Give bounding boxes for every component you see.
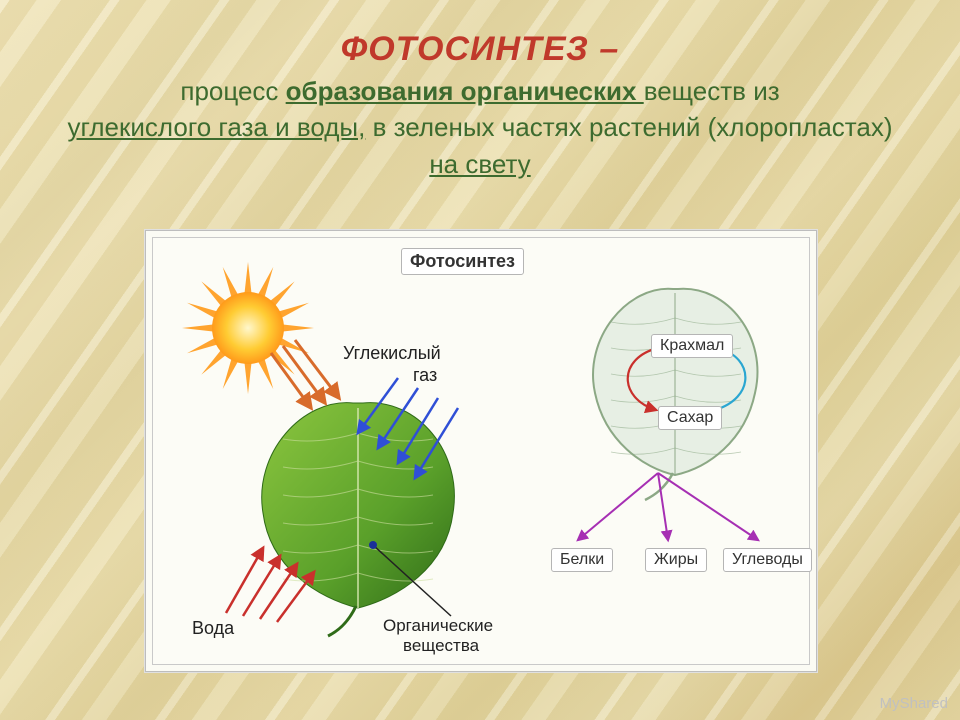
watermark: MyShared xyxy=(880,695,948,712)
title-block: ФОТОСИНТЕЗ – процесс образования органич… xyxy=(0,30,960,182)
diagram-inner: Фотосинтез Углекислыйгаз Вода Органическиев… xyxy=(152,237,810,665)
title-word: ФОТОСИНТЕЗ xyxy=(341,30,589,68)
def-part: в зеленых частях растений (хлоропластах) xyxy=(365,112,892,142)
label-fats: Жиры xyxy=(645,548,707,572)
label-carbs: Углеводы xyxy=(723,548,812,572)
def-underline-1: образования органических xyxy=(286,76,644,106)
diagram-panel: Фотосинтез Углекислыйгаз Вода Органическиев… xyxy=(145,230,817,672)
def-part: процесс xyxy=(180,76,285,106)
label-organic1: Органические xyxy=(383,616,493,636)
heading-line: ФОТОСИНТЕЗ – xyxy=(60,30,900,69)
label-proteins: Белки xyxy=(551,548,613,572)
label-water: Вода xyxy=(192,618,234,639)
label-co2_l2: газ xyxy=(413,365,437,386)
def-part: веществ из xyxy=(644,76,780,106)
def-underline-3: на свету xyxy=(429,149,530,179)
label-organic2: вещества xyxy=(403,636,479,656)
label-header: Фотосинтез xyxy=(401,248,524,275)
slide: ФОТОСИНТЕЗ – процесс образования органич… xyxy=(0,0,960,720)
def-underline-2: углекислого газа и воды, xyxy=(67,112,365,142)
title-dash: – xyxy=(589,30,619,68)
label-starch: Крахмал xyxy=(651,334,733,358)
arrows-layer xyxy=(153,238,823,678)
definition: процесс образования органических веществ… xyxy=(60,73,900,182)
label-co2_l1: Углекислый xyxy=(343,343,441,364)
label-sugar: Сахар xyxy=(658,406,722,430)
